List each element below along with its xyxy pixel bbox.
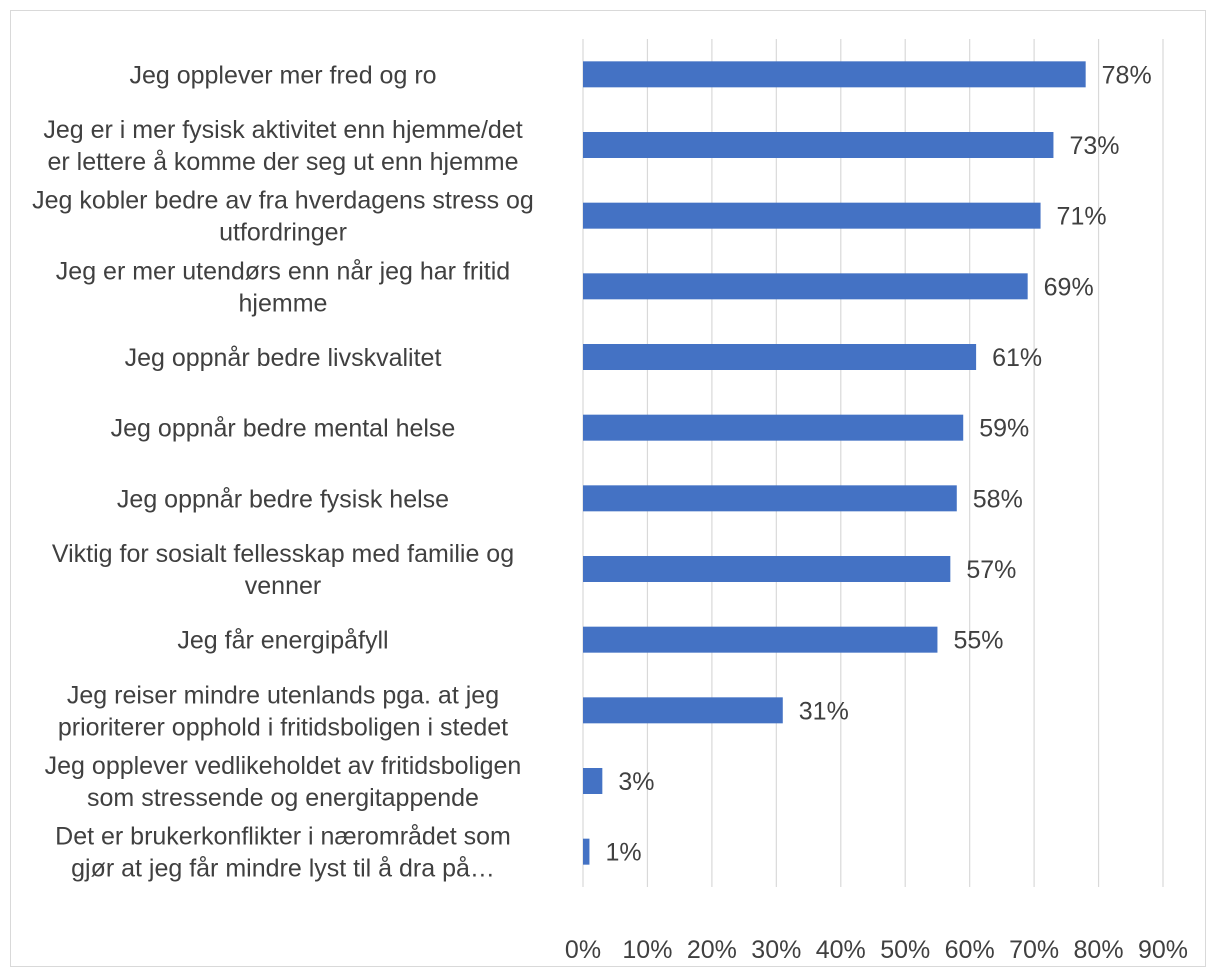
category-labels: Jeg opplever mer fred og ro Jeg er i mer … xyxy=(32,61,534,882)
bar xyxy=(583,414,964,441)
bar xyxy=(583,485,957,512)
data-label: 59% xyxy=(979,415,1029,443)
category-label: Viktig for sosialt fellesskap med famili… xyxy=(52,540,514,568)
x-axis-ticks: 0% 10% 20% 30% 40% 50% 60% 70% 80% 90% xyxy=(565,936,1188,964)
gridlines xyxy=(582,39,1164,887)
category-label: er lettere å komme der seg ut enn hjemme xyxy=(47,148,518,176)
data-label: 57% xyxy=(966,556,1016,584)
category-label: hjemme xyxy=(239,289,328,317)
category-label: gjør at jeg får mindre lyst til å dra på… xyxy=(71,855,495,883)
x-tick-label: 60% xyxy=(945,936,995,964)
category-label: Jeg får energipåfyll xyxy=(177,627,388,655)
category-label: som stressende og energitappende xyxy=(87,784,479,812)
category-label: Jeg oppnår bedre fysisk helse xyxy=(117,485,449,513)
data-label: 78% xyxy=(1102,61,1152,89)
bar xyxy=(583,132,1054,158)
data-label: 71% xyxy=(1057,203,1107,231)
bar xyxy=(583,697,783,724)
data-label: 61% xyxy=(992,344,1042,372)
category-label: Jeg reiser mindre utenlands pga. at jeg xyxy=(67,681,499,709)
bar xyxy=(583,838,590,865)
data-label: 31% xyxy=(799,697,849,725)
category-label: Jeg opplever vedlikeholdet av fritidsbol… xyxy=(45,752,522,780)
x-tick-label: 80% xyxy=(1074,936,1124,964)
category-label: Jeg kobler bedre av fra hverdagens stres… xyxy=(32,187,534,215)
bar xyxy=(583,202,1041,229)
x-tick-label: 10% xyxy=(622,936,672,964)
bar xyxy=(583,556,951,582)
x-tick-label: 50% xyxy=(880,936,930,964)
category-label: Jeg opplever mer fred og ro xyxy=(129,61,436,89)
category-label: Jeg er mer utendørs enn når jeg har frit… xyxy=(56,257,510,285)
category-label: venner xyxy=(245,572,321,600)
bar xyxy=(583,626,938,653)
bar xyxy=(583,61,1086,88)
bar xyxy=(583,344,977,370)
x-tick-label: 40% xyxy=(816,936,866,964)
data-label: 3% xyxy=(618,768,654,796)
data-label: 55% xyxy=(953,627,1003,655)
x-tick-label: 90% xyxy=(1138,936,1188,964)
category-label: prioriterer opphold i fritidsboligen i s… xyxy=(58,713,508,741)
category-label: utfordringer xyxy=(219,219,347,247)
chart-frame: 78% 73% 71% 69% 61% 59% 58% 57% 55% 31% 3% 1% Jeg o… xyxy=(10,10,1206,967)
data-labels: 78% 73% 71% 69% 61% 59% 58% 57% 55% 31% 3% 1% xyxy=(605,61,1151,866)
bars xyxy=(583,61,1086,865)
x-tick-label: 20% xyxy=(687,936,737,964)
category-label: Det er brukerkonflikter i nærområdet som xyxy=(55,823,511,851)
data-label: 69% xyxy=(1044,273,1094,301)
x-tick-label: 0% xyxy=(565,936,601,964)
data-label: 73% xyxy=(1069,132,1119,160)
category-label: Jeg oppnår bedre mental helse xyxy=(111,415,456,443)
data-label: 58% xyxy=(973,485,1023,513)
bar xyxy=(583,768,603,794)
data-label: 1% xyxy=(605,839,641,867)
x-tick-label: 30% xyxy=(751,936,801,964)
x-tick-label: 70% xyxy=(1009,936,1059,964)
bar xyxy=(583,273,1028,300)
category-label: Jeg er i mer fysisk aktivitet enn hjemme… xyxy=(43,116,522,144)
category-label: Jeg oppnår bedre livskvalitet xyxy=(125,344,442,372)
bar-chart: 78% 73% 71% 69% 61% 59% 58% 57% 55% 31% 3% 1% Jeg o… xyxy=(32,39,1188,964)
